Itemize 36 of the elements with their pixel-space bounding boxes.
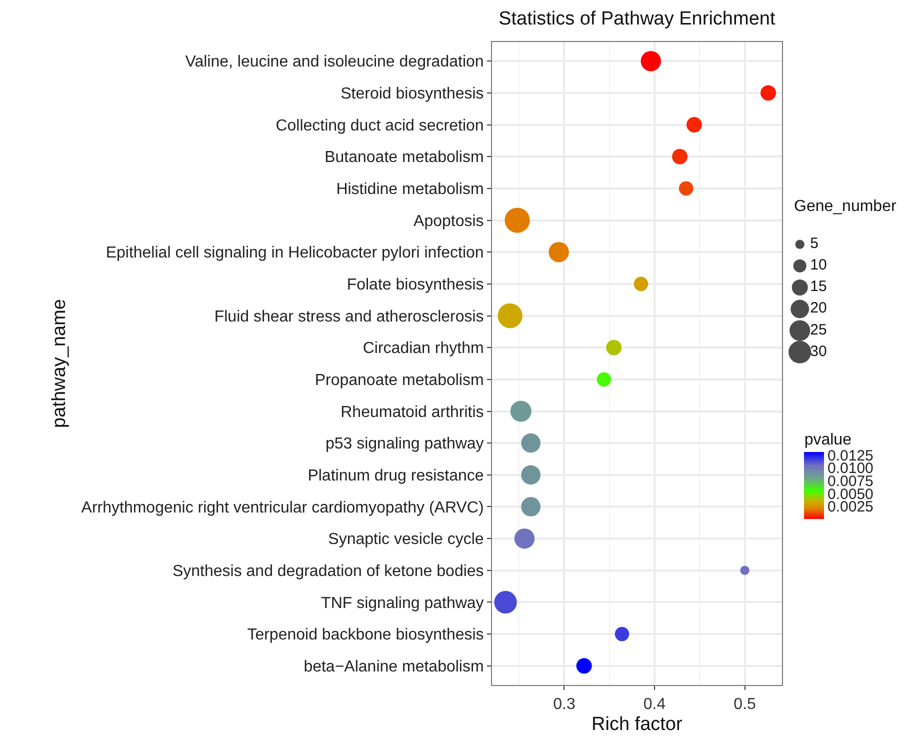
y-tick-label: Histidine metabolism [336,181,484,198]
y-tick-label: Fluid shear stress and atherosclerosis [214,308,484,326]
x-tick-label: 0.3 [553,696,576,714]
x-tick-label: 0.5 [734,696,756,714]
y-tick-label: Terpenoid backbone biosynthesis [247,626,484,644]
color-bar-title: pvalue [804,432,852,449]
color-bar-label: 0.0075 [828,472,874,490]
y-tick-label: Folate biosynthesis [346,276,484,294]
y-tick-label: Apoptosis [414,212,484,230]
y-tick-label: beta−Alanine metabolism [304,658,484,676]
y-tick-label: Epithelial cell signaling in Helicobacter pylori infection [106,244,484,262]
legend-label: 20 [810,300,827,317]
y-tick-label: Butanoate metabolism [324,149,484,166]
y-tick-label: Collecting duct acid secretion [276,117,484,134]
y-tick-label: Steroid biosynthesis [340,86,484,103]
legend-label: 10 [810,256,827,274]
legend-title: Gene_number [794,198,897,215]
y-tick-label: Synthesis and degradation of ketone bodies [172,563,484,580]
y-tick-label: Arrhythmogenic right ventricular cardiomyopathy (ARVC) [81,499,484,516]
y-tick-label: p53 signaling pathway [325,436,484,453]
y-tick-label: Platinum drug resistance [308,468,484,485]
color-bar-label: 0.0025 [828,498,874,516]
y-tick-label: Synaptic vesicle cycle [328,531,484,548]
y-tick-label: TNF signaling pathway [321,594,484,612]
x-axis-title: Rich factor [592,714,683,735]
legend-label: 25 [810,321,827,338]
legend-label: 30 [810,342,827,360]
chart-title: Statistics of Pathway Enrichment [498,8,776,30]
legend-label: 15 [810,278,827,296]
legend-label: 5 [810,235,818,252]
y-tick-label: Propanoate metabolism [314,372,484,390]
y-tick-label: Rheumatoid arthritis [340,404,484,421]
y-tick-label: Circadian rhythm [362,340,484,358]
y-axis-title: pathway_name [49,299,70,428]
x-tick-label: 0.4 [643,696,666,714]
y-tick-label: Valine, leucine and isoleucine degradation [185,54,484,71]
